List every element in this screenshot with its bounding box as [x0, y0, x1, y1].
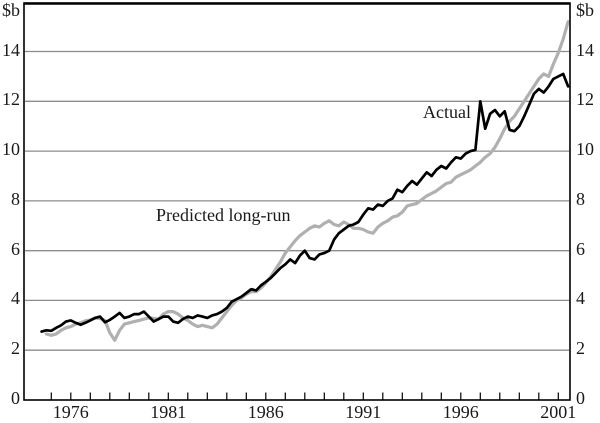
y-axis-label-right: 8	[576, 188, 585, 209]
series-line-predicted-long-run	[44, 20, 570, 342]
y-axis-label-right: 2	[576, 338, 585, 359]
x-axis-label: 1981	[150, 402, 187, 422]
y-axis-label-right: 4	[576, 288, 585, 309]
y-axis-unit-label-right: $b	[576, 0, 594, 20]
y-axis-label-right: 6	[576, 238, 585, 259]
series-line-actual	[40, 72, 570, 333]
x-axis-label: 1991	[345, 402, 382, 422]
y-axis-label-left: 12	[2, 89, 20, 110]
y-axis-label-left: 4	[11, 288, 20, 309]
x-axis-label: 1996	[442, 402, 479, 422]
y-axis-label-right: 0	[576, 388, 585, 408]
series-annotation-predicted-long-run: Predicted long-run	[156, 205, 291, 225]
y-axis-unit-label-left: $b	[2, 0, 20, 20]
y-axis-label-left: 2	[11, 338, 20, 359]
x-axis-label: 1976	[52, 402, 89, 422]
y-axis-label-left: 6	[11, 238, 20, 259]
y-axis-label-left: 14	[2, 39, 20, 60]
y-axis-label-right: 14	[576, 39, 594, 60]
y-axis-label-right: 12	[576, 89, 594, 110]
series-annotation-actual: Actual	[423, 102, 471, 122]
x-axis-label: 2001	[540, 402, 577, 422]
x-axis-label: 1986	[247, 402, 284, 422]
y-axis-label-left: 0	[11, 388, 20, 408]
y-axis-label-right: 10	[576, 139, 594, 160]
y-axis-label-left: 8	[11, 188, 20, 209]
y-axis-label-left: 10	[2, 139, 20, 160]
